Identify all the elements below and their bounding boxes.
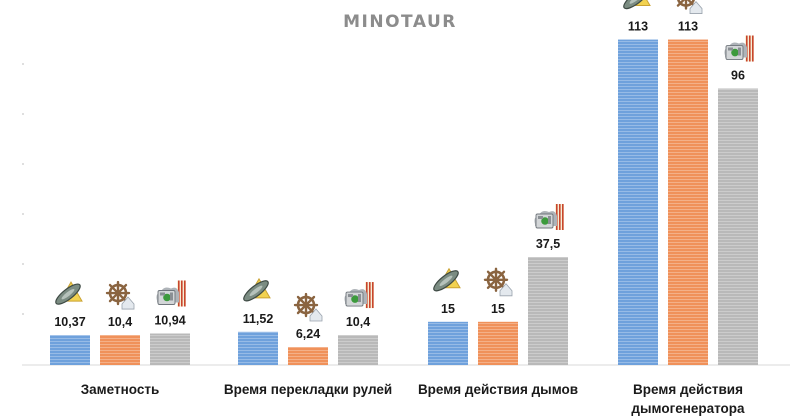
bar-s1-c3 <box>668 39 708 366</box>
skill-tier1-icon <box>620 0 652 13</box>
helm-wheel-icon <box>293 292 324 323</box>
smoke-generator-icon <box>724 35 755 63</box>
bar-marks: 10,37 10,4 10,94 Заметность 11,52 6,24 10,4 Вре… <box>50 0 758 416</box>
bar-s1-c1 <box>288 347 328 365</box>
value-label-s2-c2: 37,5 <box>536 237 560 251</box>
category-label-2-0: Время действия дымов <box>418 382 578 397</box>
category-label-0-0: Заметность <box>81 382 160 397</box>
skill-tier1-icon <box>240 277 272 305</box>
value-label-s1-c0: 10,4 <box>108 315 132 329</box>
category-label-3-0: Время действия <box>633 382 743 397</box>
helm-wheel-icon <box>105 280 136 311</box>
bar-s2-c1 <box>338 335 378 365</box>
skill-tier1-icon <box>430 267 462 295</box>
bar-s2-c2 <box>528 257 568 365</box>
value-label-s2-c3: 96 <box>731 69 745 83</box>
value-label-s1-c1: 6,24 <box>296 327 320 341</box>
value-label-s1-c2: 15 <box>491 302 505 316</box>
value-label-s0-c2: 15 <box>441 302 455 316</box>
bar-s2-c3 <box>718 88 758 366</box>
bar-s0-c0 <box>50 335 90 365</box>
bar-s2-c0 <box>150 333 190 365</box>
bar-s0-c1 <box>238 331 278 365</box>
helm-wheel-icon <box>483 267 514 298</box>
bar-s0-c3 <box>618 39 658 366</box>
helm-wheel-icon <box>673 0 704 15</box>
smoke-generator-icon <box>344 281 375 309</box>
value-label-s1-c3: 113 <box>678 20 698 34</box>
category-label-1-0: Время перекладки рулей <box>224 382 392 397</box>
value-label-s0-c1: 11,52 <box>243 312 274 326</box>
value-label-s2-c1: 10,4 <box>346 315 370 329</box>
value-label-s0-c3: 113 <box>628 20 648 34</box>
bar-s1-c2 <box>478 321 518 365</box>
chart-title: MINOTAUR <box>343 12 457 32</box>
category-label-3-1: дымогенератора <box>631 401 745 416</box>
smoke-generator-icon <box>156 279 187 307</box>
value-label-s2-c0: 10,94 <box>154 313 185 327</box>
bar-s1-c0 <box>100 335 140 365</box>
bar-s0-c2 <box>428 321 468 365</box>
skill-tier1-icon <box>52 280 84 308</box>
smoke-generator-icon <box>534 203 565 231</box>
y-axis-dots <box>22 63 24 315</box>
value-label-s0-c0: 10,37 <box>54 315 85 329</box>
